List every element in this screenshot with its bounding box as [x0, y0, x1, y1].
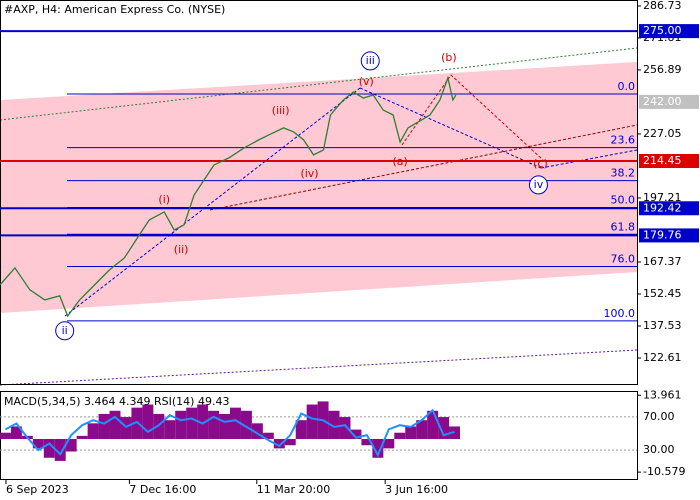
macd-bar [230, 407, 241, 439]
x-tick-label: 7 Dec 16:00 [129, 483, 196, 496]
wave-label: (iv) [300, 167, 318, 180]
level-box [639, 154, 699, 169]
trend-line [0, 47, 638, 121]
wave-label: (v) [359, 75, 374, 88]
wave-circle [360, 51, 380, 71]
y-tick-label: 286.73 [643, 0, 682, 12]
fib-label: 50.0 [611, 193, 636, 206]
fib-label: 61.8 [611, 220, 636, 233]
channel [0, 62, 637, 313]
x-tick-label: 11 Mar 20:00 [257, 483, 330, 496]
level-box [639, 228, 699, 243]
level-label: 192.42 [643, 201, 682, 214]
macd-bar [219, 413, 230, 439]
macd-bar [361, 438, 373, 446]
level-label: 242.00 [643, 95, 682, 108]
rsi-line [5, 408, 455, 458]
y-tick-label: 70.00 [643, 410, 675, 423]
plot-frame [0, 0, 638, 385]
y-tick-label: 227.05 [643, 127, 682, 140]
macd-bar [43, 438, 55, 458]
wave-circle [528, 175, 548, 195]
price-line [0, 75, 457, 318]
macd-bar [0, 432, 11, 439]
macd-bar [32, 438, 44, 449]
fib-label: 76.0 [611, 252, 636, 265]
wave-circle [55, 321, 75, 341]
chart-title: #AXP, H4: American Express Co. (NYSE) [4, 3, 225, 16]
y-tick-label: 167.37 [643, 255, 682, 268]
wave-label: (i) [158, 193, 170, 206]
macd-bar [372, 438, 384, 458]
wave-line [401, 74, 544, 161]
wave-label: (c) [533, 157, 548, 170]
macd-bar [328, 410, 340, 439]
wave-label: iii [366, 54, 375, 67]
macd-bar [120, 417, 132, 439]
macd-bar [131, 407, 143, 439]
x-tick-label: 3 Jun 16:00 [385, 483, 448, 496]
macd-bar [383, 438, 395, 449]
y-tick-label: 197.21 [643, 191, 682, 204]
macd-bar [427, 410, 439, 439]
y-tick-label: 122.61 [643, 351, 682, 364]
fib-label: 0.0 [618, 80, 636, 93]
macd-bar [208, 410, 220, 439]
macd-bar [350, 429, 362, 439]
macd-bar [295, 420, 307, 439]
macd-bar [438, 417, 450, 439]
macd-bar [197, 404, 209, 439]
wave-label: (iii) [272, 104, 290, 117]
wave-label: iv [534, 178, 544, 191]
macd-bar [405, 426, 417, 439]
y-tick-label: 30.00 [643, 443, 675, 456]
y-tick-label: 256.89 [643, 63, 682, 76]
macd-bar [186, 407, 198, 439]
fib-label: 23.6 [611, 134, 636, 147]
macd-bar [142, 404, 154, 439]
level-label: 214.45 [643, 154, 682, 167]
level-label: 179.76 [643, 228, 682, 241]
trend-line [209, 124, 638, 211]
macd-bar [54, 438, 66, 461]
level-box [639, 201, 699, 216]
macd-bar [164, 420, 176, 439]
macd-bar [251, 423, 263, 439]
macd-bar [339, 417, 351, 439]
wave-label: (ii) [174, 243, 189, 256]
macd-bar [10, 426, 22, 439]
macd-bar [87, 423, 99, 439]
macd-bar [175, 410, 187, 439]
macd-bar [65, 438, 77, 452]
macd-bar [273, 438, 285, 449]
wave-label: (a) [392, 155, 407, 168]
y-tick-label: -10.579 [643, 465, 685, 478]
macd-bar [306, 404, 318, 439]
wave-label: ii [62, 324, 68, 337]
wave-line [64, 87, 361, 317]
macd-bar [153, 413, 165, 439]
wave-label: (b) [441, 51, 457, 64]
macd-bar [98, 413, 110, 439]
macd-bar [284, 438, 296, 446]
level-box [639, 24, 699, 39]
macd-bar [416, 420, 428, 439]
macd-bar [394, 432, 406, 439]
macd-bar [76, 435, 88, 439]
macd-bar [240, 410, 252, 439]
macd-bar [109, 410, 121, 439]
macd-bar [262, 432, 274, 439]
wave-line [540, 149, 638, 169]
indicator-label: MACD(5,34,5) 3.464 4.349 RSI(14) 49.43 [4, 395, 229, 408]
fib-label: 38.2 [611, 167, 636, 180]
level-label: 275.00 [643, 24, 682, 37]
y-tick-label: 137.53 [643, 319, 682, 332]
level-box [639, 94, 699, 109]
x-tick-label: 6 Sep 2023 [6, 483, 69, 496]
y-tick-label: 13.961 [643, 388, 682, 401]
y-tick-label: 152.45 [643, 287, 682, 300]
wave-line [359, 87, 542, 169]
fib-label: 100.0 [604, 307, 636, 320]
